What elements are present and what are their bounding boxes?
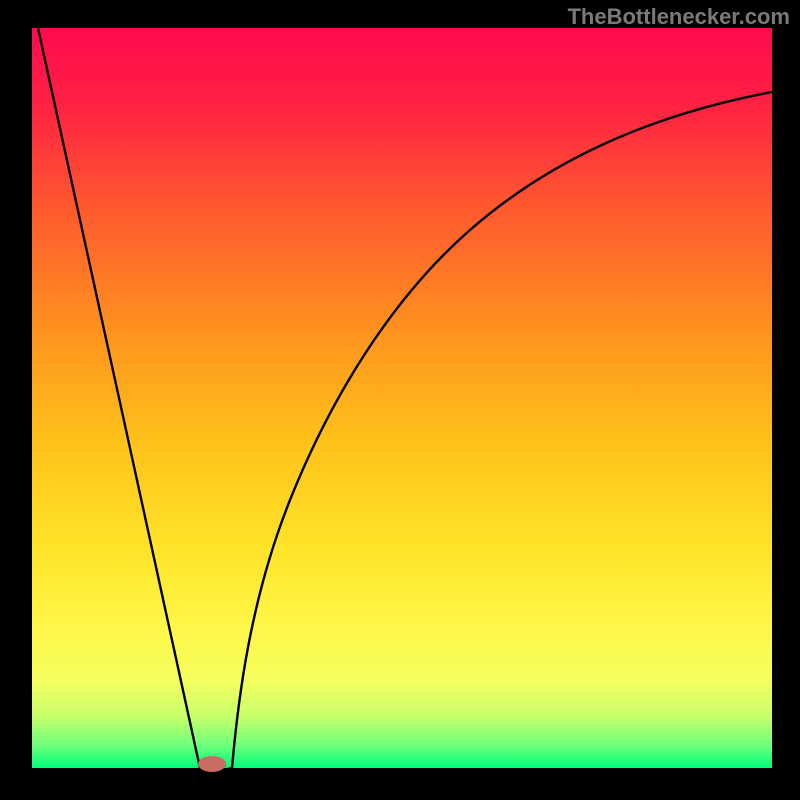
curve-layer [0,0,800,800]
right-ascending-curve [232,92,772,768]
optimum-marker [198,756,226,772]
left-descending-line [38,28,200,768]
chart-container: TheBottlenecker.com [0,0,800,800]
watermark-text: TheBottlenecker.com [567,4,790,30]
